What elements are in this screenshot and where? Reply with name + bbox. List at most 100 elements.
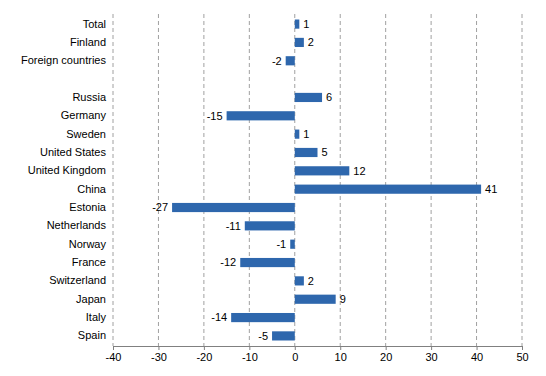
data-label: -1 [276,238,286,250]
x-tick-mark [249,346,250,350]
bar [295,295,336,304]
data-label: 2 [308,275,314,287]
data-label: 1 [303,128,309,140]
y-tick-label: China [77,183,107,195]
x-tick-mark [295,346,296,350]
x-tick-label: 50 [516,351,528,363]
data-label: 12 [353,165,365,177]
x-tick: -30 [151,346,167,363]
x-tick: 10 [335,346,347,363]
grid-line [385,14,386,346]
y-tick-label: Total [83,18,106,30]
data-label: -15 [207,110,223,122]
y-tick-label: Netherlands [47,219,107,231]
data-label: -14 [211,311,227,323]
bar [295,276,304,285]
y-tick-label: Switzerland [49,274,106,286]
data-labels: 12-26-15151241-27-11-1-1229-14-5 [152,18,497,342]
bar [295,20,300,29]
chart: -40-30-20-1001020304050TotalFinlandForei… [0,0,546,376]
y-tick: United Kingdom [28,164,113,176]
bars [172,20,481,341]
y-tick-label: Finland [70,36,106,48]
y-tick: Sweden [66,128,113,140]
x-tick-mark [477,346,478,350]
x-tick: -10 [242,346,258,363]
plot: -40-30-20-1001020304050TotalFinlandForei… [21,14,529,363]
y-tick-label: Japan [76,293,106,305]
data-label: 2 [308,36,314,48]
x-tick-label: 0 [292,351,298,363]
x-tick-label: -30 [151,351,167,363]
y-tick: Foreign countries [21,54,113,66]
x-tick: -20 [196,346,212,363]
data-label: 9 [340,293,346,305]
x-tick-label: -20 [196,351,212,363]
x-tick-mark [340,346,341,350]
bar-group [172,20,481,341]
x-tick: 50 [516,346,528,363]
bar [295,185,481,194]
x-tick-mark [204,346,205,350]
grid [113,14,522,346]
y-axis: Total Finland Foreign countries Russia Germa… [21,18,113,342]
grid-line [113,14,114,346]
bar [286,56,295,65]
data-label: -27 [152,201,168,213]
bar [295,148,318,157]
data-label: -2 [272,55,282,67]
y-tick-label: Norway [69,238,107,250]
x-tick: 30 [425,346,437,363]
data-label: 5 [322,146,328,158]
x-tick: 20 [380,346,392,363]
y-tick: Spain [78,329,113,341]
bar [231,313,295,322]
y-tick-label: Spain [78,329,106,341]
y-tick-label: Italy [86,311,107,323]
y-tick: Netherlands [47,219,113,231]
y-tick: Germany [61,109,113,121]
x-axis-line [114,347,523,351]
y-tick-label: United States [40,146,107,158]
y-tick: Japan [76,293,113,305]
x-tick-label: -10 [242,351,258,363]
y-tick: United States [40,146,113,158]
x-tick-label: 40 [471,351,483,363]
y-tick-label: Estonia [69,201,107,213]
x-tick: 40 [471,346,483,363]
x-tick: 0 [292,346,298,363]
y-tick: Russia [72,91,113,103]
bar [245,221,295,230]
data-label: -12 [220,256,236,268]
y-tick: Switzerland [49,274,113,286]
grid-line [249,14,250,346]
bar [227,111,295,120]
y-tick: Norway [69,238,113,250]
y-tick-label: France [72,256,106,268]
y-tick: China [77,183,113,195]
y-tick: Estonia [69,201,113,213]
x-tick-label: 30 [425,351,437,363]
bar [295,130,300,139]
y-tick-label: Foreign countries [21,54,106,66]
x-axis: -40-30-20-1001020304050 [106,346,529,363]
y-tick: Italy [86,311,113,323]
y-tick-label: Sweden [66,128,106,140]
bar [272,331,295,340]
bar [295,93,322,102]
data-label: 1 [303,18,309,30]
x-tick-mark [113,346,114,350]
data-label: -11 [226,220,241,232]
grid-line [476,14,477,346]
y-tick: Total [83,18,113,30]
y-tick: France [72,256,113,268]
data-label: -5 [258,330,268,342]
grid-line [158,14,159,346]
grid-line [522,14,523,346]
bar [295,166,350,175]
y-tick-label: United Kingdom [28,164,106,176]
data-label: 41 [485,183,497,195]
bar [240,258,295,267]
grid-line [203,14,204,346]
y-tick: Finland [70,36,113,48]
